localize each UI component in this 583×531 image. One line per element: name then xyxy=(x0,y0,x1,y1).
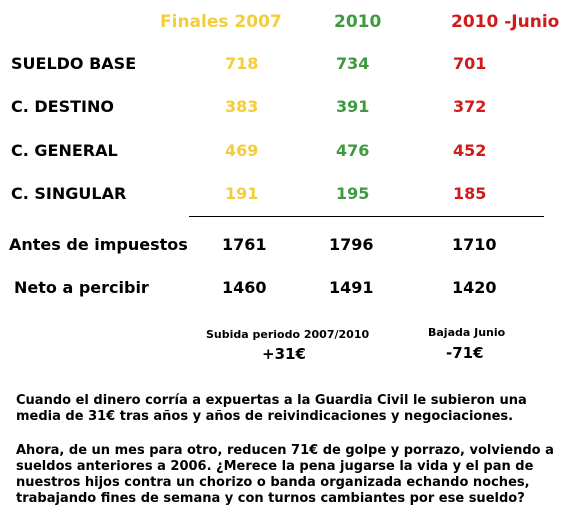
paragraph-second: Ahora, de un mes para otro, reducen 71€ … xyxy=(16,443,554,506)
value-2007: 383 xyxy=(225,97,259,116)
value-2010: 391 xyxy=(336,97,370,116)
row-antes-de-impuestos: Antes de impuestos 1761 1796 1710 xyxy=(0,235,583,259)
value-2010-junio: 1420 xyxy=(452,278,497,297)
rise-label: Subida periodo 2007/2010 xyxy=(206,328,370,341)
row-neto-a-percibir: Neto a percibir 1460 1491 1420 xyxy=(0,278,583,302)
value-2010: 1491 xyxy=(329,278,374,297)
paragraph-first: Cuando el dinero corría a expuertas a la… xyxy=(16,393,527,424)
row-label: C. SINGULAR xyxy=(11,184,127,203)
value-2010: 476 xyxy=(336,141,370,160)
row-label: Neto a percibir xyxy=(14,278,149,297)
row-label: SUELDO BASE xyxy=(11,54,137,73)
value-2010-junio: 452 xyxy=(453,141,487,160)
value-2007: 191 xyxy=(225,184,259,203)
value-2007: 718 xyxy=(225,54,259,73)
drop-value: -71€ xyxy=(446,344,484,362)
row-sueldo-base: SUELDO BASE 718 734 701 xyxy=(0,54,583,78)
value-2010: 1796 xyxy=(329,235,374,254)
value-2007: 1761 xyxy=(222,235,267,254)
row-c-singular: C. SINGULAR 191 195 185 xyxy=(0,184,583,208)
row-label: C. DESTINO xyxy=(11,97,114,116)
value-2007: 469 xyxy=(225,141,259,160)
value-2007: 1460 xyxy=(222,278,267,297)
totals-divider xyxy=(189,216,544,217)
header-2010-junio: 2010 -Junio xyxy=(451,12,560,32)
value-2010-junio: 372 xyxy=(453,97,487,116)
row-label: Antes de impuestos xyxy=(9,235,188,254)
drop-label: Bajada Junio xyxy=(428,326,506,339)
row-c-destino: C. DESTINO 383 391 372 xyxy=(0,97,583,121)
value-2010: 734 xyxy=(336,54,370,73)
value-2010-junio: 185 xyxy=(453,184,487,203)
row-c-general: C. GENERAL 469 476 452 xyxy=(0,141,583,165)
value-2010-junio: 701 xyxy=(453,54,487,73)
row-label: C. GENERAL xyxy=(11,141,118,160)
header-finales-2007: Finales 2007 xyxy=(160,12,282,32)
value-2010-junio: 1710 xyxy=(452,235,497,254)
value-2010: 195 xyxy=(336,184,370,203)
rise-value: +31€ xyxy=(262,345,306,363)
header-2010: 2010 xyxy=(334,12,382,32)
